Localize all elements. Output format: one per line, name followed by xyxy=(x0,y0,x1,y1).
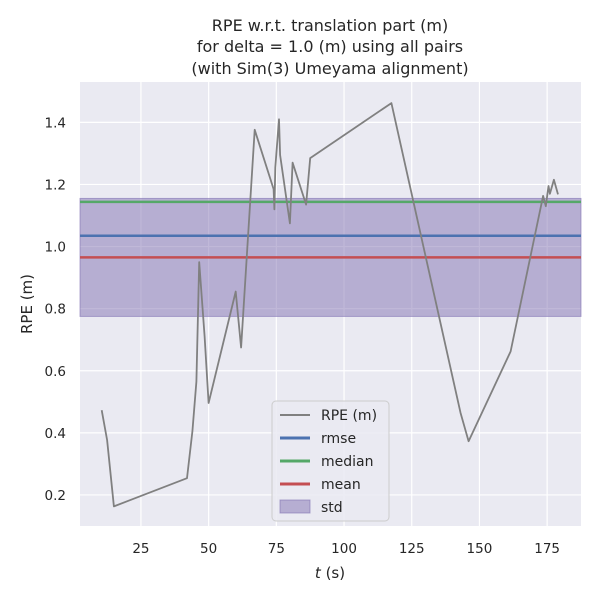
series-group xyxy=(100,102,559,508)
x-axis-variable: t xyxy=(315,564,322,582)
x-axis-label: t (s) xyxy=(315,564,345,582)
legend-label-rpe: RPE (m) xyxy=(321,408,377,424)
legend-label-rmse: rmse xyxy=(321,431,356,447)
x-tick-label-6: 175 xyxy=(534,541,560,557)
y-tick-label-4: 1.0 xyxy=(45,240,66,256)
chart-title-line-3: (with Sim(3) Umeyama alignment) xyxy=(191,59,468,78)
legend: RPE (m) rmse median mean std xyxy=(271,400,390,522)
x-tick-label-5: 150 xyxy=(467,541,493,557)
legend-swatch-std xyxy=(279,499,311,514)
x-axis-unit: (s) xyxy=(321,564,345,582)
y-tick-label-2: 0.6 xyxy=(45,364,66,380)
x-tick-label-3: 100 xyxy=(331,541,357,557)
y-axis-label: RPE (m) xyxy=(18,274,36,334)
x-tick-label-2: 75 xyxy=(268,541,285,557)
y-tick-label-3: 0.8 xyxy=(45,302,66,318)
legend-label-median: median xyxy=(321,454,373,470)
chart-title-line-1: RPE w.r.t. translation part (m) xyxy=(212,16,448,35)
x-tick-label-4: 125 xyxy=(399,541,425,557)
x-tick-label-1: 50 xyxy=(200,541,217,557)
legend-label-mean: mean xyxy=(321,477,361,493)
y-tick-labels: 0.2 0.4 0.6 0.8 1.0 1.2 1.4 xyxy=(45,115,66,504)
y-tick-label-1: 0.4 xyxy=(45,426,66,442)
legend-box xyxy=(271,400,390,522)
legend-label-std: std xyxy=(321,500,343,516)
y-tick-label-0: 0.2 xyxy=(45,488,66,504)
series-line-rpe xyxy=(100,102,559,508)
y-tick-label-6: 1.4 xyxy=(45,115,66,131)
chart-title-line-2: for delta = 1.0 (m) using all pairs xyxy=(197,37,463,56)
x-tick-labels: 25 50 75 100 125 150 175 xyxy=(132,541,560,557)
stat-lines xyxy=(80,200,581,259)
x-tick-label-0: 25 xyxy=(132,541,149,557)
y-tick-label-5: 1.2 xyxy=(45,177,66,193)
